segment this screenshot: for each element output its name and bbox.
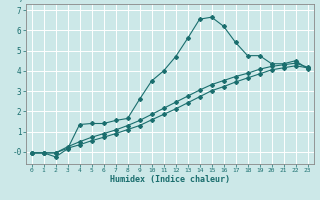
- Text: 7: 7: [18, 0, 23, 4]
- X-axis label: Humidex (Indice chaleur): Humidex (Indice chaleur): [109, 175, 230, 184]
